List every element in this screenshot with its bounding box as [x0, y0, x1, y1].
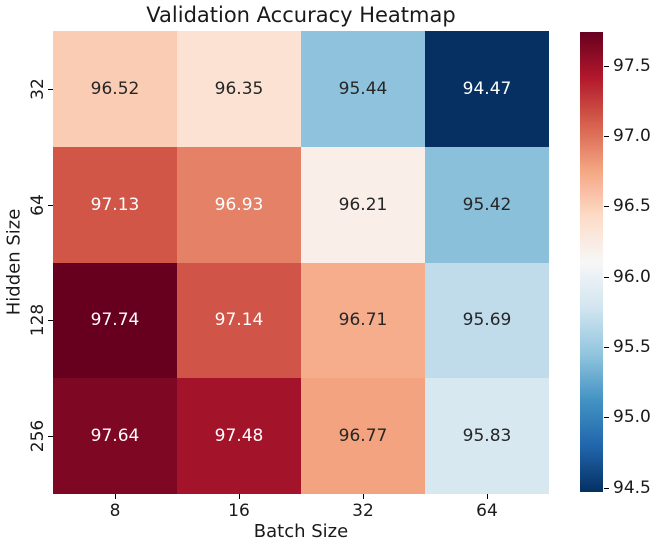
cell-value: 97.64: [90, 426, 140, 447]
cell-value: 96.52: [90, 78, 140, 99]
x-tick-label: 32: [352, 501, 374, 521]
colorbar-tick-label: 97.0: [613, 126, 651, 147]
y-tick-label: 128: [28, 304, 48, 337]
cell-value: 97.14: [214, 310, 264, 331]
cell-value: 95.42: [462, 194, 512, 215]
cell-value: 97.48: [214, 426, 264, 447]
y-tick-mark: [48, 320, 53, 322]
colorbar-tick-mark: [604, 487, 609, 489]
heatmap-cell: 95.83: [425, 378, 549, 494]
heatmap-cell: 96.52: [53, 31, 177, 147]
heatmap-cell: 97.64: [53, 378, 177, 494]
colorbar-tick-mark: [604, 65, 609, 67]
x-tick-label: 16: [228, 501, 250, 521]
heatmap-cell: 97.74: [53, 262, 177, 379]
colorbar-tick-mark: [604, 276, 609, 278]
cell-value: 96.77: [338, 426, 388, 447]
heatmap-cell: 95.69: [425, 262, 549, 379]
cell-value: 95.69: [462, 310, 512, 331]
y-tick-mark: [48, 204, 53, 206]
x-tick-mark: [239, 494, 240, 499]
cell-value: 96.35: [214, 78, 264, 99]
heatmap-cell: 96.71: [301, 262, 425, 379]
colorbar-tick-mark: [604, 206, 609, 208]
heatmap-cell: 97.14: [177, 262, 301, 379]
heatmap-cell: 96.93: [177, 146, 301, 263]
cell-value: 95.44: [338, 78, 388, 99]
heatmap-cell: 95.42: [425, 146, 549, 263]
cell-value: 96.21: [338, 194, 388, 215]
x-tick-label: 64: [476, 501, 498, 521]
heatmap-cell: 94.47: [425, 31, 549, 147]
y-tick-label: 256: [28, 419, 48, 453]
cell-value: 94.47: [462, 78, 512, 99]
y-tick-label: 64: [28, 193, 48, 216]
heatmap-cell: 95.44: [301, 31, 425, 147]
x-tick-label: 8: [109, 501, 121, 521]
colorbar: [580, 32, 603, 492]
chart-title: Validation Accuracy Heatmap: [146, 3, 456, 27]
x-tick-mark: [115, 494, 116, 499]
colorbar-tick-label: 96.5: [613, 196, 651, 217]
cell-value: 96.93: [214, 194, 264, 215]
colorbar-tick-mark: [604, 417, 609, 419]
cell-value: 96.71: [338, 310, 388, 331]
colorbar-tick-mark: [604, 347, 609, 349]
heatmap-cell: 96.21: [301, 146, 425, 263]
x-tick-mark: [487, 494, 488, 499]
cell-value: 97.13: [90, 194, 140, 215]
x-tick-mark: [363, 494, 364, 499]
cell-value: 95.83: [462, 426, 512, 447]
y-tick-label: 32: [28, 78, 48, 100]
colorbar-tick-label: 94.5: [613, 477, 651, 498]
y-tick-mark: [48, 88, 53, 90]
y-axis-label: Hidden Size: [3, 208, 25, 316]
colorbar-tick-mark: [604, 136, 609, 138]
heatmap-cell: 97.48: [177, 378, 301, 494]
cell-value: 97.74: [90, 310, 140, 331]
y-tick-mark: [48, 436, 53, 438]
colorbar-tick-label: 97.5: [613, 55, 651, 76]
colorbar-tick-label: 95.5: [613, 337, 651, 358]
heatmap-cell: 96.35: [177, 31, 301, 147]
heatmap-cell: 96.77: [301, 378, 425, 494]
colorbar-tick-label: 95.0: [613, 407, 651, 428]
colorbar-tick-label: 96.0: [613, 266, 651, 287]
heatmap-grid: 96.52 96.35 95.44 94.47 97.13 96.93 96.21 95.42…: [53, 31, 549, 494]
heatmap-cell: 97.13: [53, 146, 177, 263]
x-axis-label: Batch Size: [253, 521, 349, 542]
